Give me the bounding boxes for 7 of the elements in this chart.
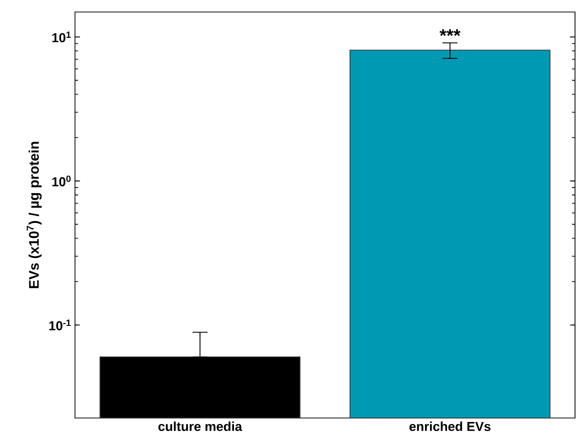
annotation: ***: [440, 29, 460, 36]
y-tick-label: 10$^{0}$: [52, 176, 71, 186]
x-tick-label: enriched EVs: [409, 422, 490, 432]
x-tick-label: culture media: [158, 422, 242, 432]
y-axis-title: EVs (x10$^{7}$) / µg protein: [26, 142, 42, 288]
y-tick-label: 10$^{-1}$: [49, 320, 71, 330]
y-tick-label: 10$^{1}$: [52, 32, 71, 42]
